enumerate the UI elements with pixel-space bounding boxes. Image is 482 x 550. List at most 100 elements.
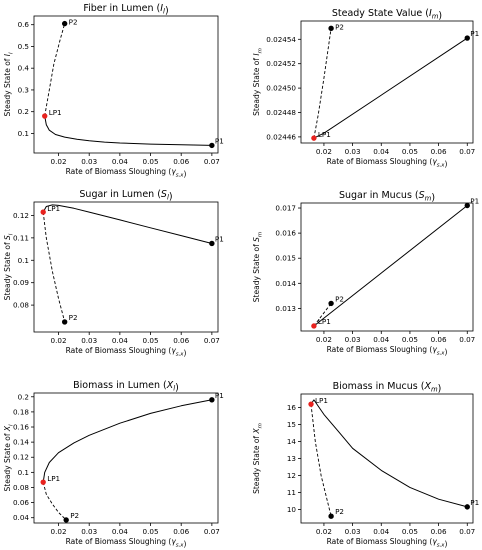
point-marker-lp1 bbox=[311, 135, 317, 141]
y-tick-label: 0.18 bbox=[13, 407, 29, 416]
y-tick-label: 12 bbox=[287, 471, 296, 480]
y-tick-label: 0.4 bbox=[18, 64, 30, 73]
x-axis-label: Rate of Biomass Sloughing (γs,x) bbox=[327, 537, 448, 549]
point-marker-p2 bbox=[61, 319, 68, 325]
chart-panel-3: Sugar in Lumen (Sl) 0.02 0.03 0.04 0.05 0.06 0… bbox=[3, 189, 224, 358]
y-axis-label: Steady State of Xm bbox=[252, 423, 264, 494]
stable-branch-line bbox=[313, 37, 468, 139]
point-label-lp1: LP1 bbox=[318, 130, 331, 139]
x-tick-label: 0.06 bbox=[431, 335, 447, 344]
point-marker-p1 bbox=[464, 202, 470, 209]
y-tick-label: 0.1 bbox=[18, 256, 29, 265]
stable-branch-line bbox=[42, 399, 212, 483]
x-tick-label: 0.04 bbox=[112, 336, 128, 345]
chart-panel-2: Steady State Value (Im) 0.02 0.03 0.04 0.05 0… bbox=[252, 8, 479, 169]
y-tick-label: 0.02454 bbox=[266, 35, 296, 44]
x-tick-label: 0.03 bbox=[345, 335, 361, 344]
y-tick-label: 0.014 bbox=[275, 279, 296, 288]
x-axis-label: Rate of Biomass Sloughing (γs,x) bbox=[66, 537, 187, 549]
point-label-lp1: LP1 bbox=[49, 108, 62, 117]
y-tick-label: 0.08 bbox=[13, 483, 29, 492]
chart-panel-6: Biomass in Mucus (Xm) 0.02 0.03 0.04 0.05 0.0… bbox=[252, 381, 479, 549]
y-tick-label: 0.016 bbox=[275, 229, 296, 238]
chart-title: Biomass in Lumen (Xl) bbox=[73, 380, 179, 394]
y-tick-label: 0.017 bbox=[275, 204, 296, 213]
x-tick-label: 0.06 bbox=[431, 147, 447, 156]
y-tick-label: 10 bbox=[287, 505, 297, 514]
point-label-p2: P2 bbox=[335, 294, 344, 303]
unstable-branch-line bbox=[42, 212, 66, 323]
x-tick-label: 0.02 bbox=[51, 527, 67, 536]
point-label-lp1: LP1 bbox=[47, 204, 60, 213]
point-marker-lp1 bbox=[42, 113, 48, 119]
x-tick-label: 0.05 bbox=[143, 157, 159, 166]
chart-panel-5: Biomass in Lumen (Xl) 0.02 0.03 0.04 0.05 0.0… bbox=[3, 380, 224, 549]
y-axis-label: Steady State of Il bbox=[3, 52, 15, 117]
y-tick-label: 0.3 bbox=[18, 85, 29, 94]
stable-branch-line bbox=[310, 399, 468, 508]
y-axis-label: Steady State of Xl bbox=[3, 424, 15, 492]
y-tick-label: 0.14 bbox=[13, 438, 29, 447]
point-label-lp1: LP1 bbox=[318, 317, 331, 326]
plot-frame bbox=[300, 20, 474, 144]
point-marker-lp1 bbox=[311, 323, 317, 329]
point-marker-lp1 bbox=[308, 401, 314, 407]
point-marker-p1 bbox=[209, 142, 215, 149]
y-tick-label: 0.12 bbox=[13, 211, 29, 220]
y-tick-label: 0.08 bbox=[13, 301, 29, 310]
x-tick-label: 0.03 bbox=[81, 527, 97, 536]
x-axis-label: Rate of Biomass Sloughing (γs,x) bbox=[327, 345, 448, 357]
chart-title: Sugar in Lumen (Sl) bbox=[79, 189, 172, 203]
x-tick-label: 0.04 bbox=[373, 527, 389, 536]
plot-frame bbox=[300, 393, 474, 524]
chart-panel-1: Fiber in Lumen (Il) 0.02 0.03 0.04 0.05 0.06 0… bbox=[3, 3, 224, 179]
x-tick-label: 0.03 bbox=[345, 527, 361, 536]
x-tick-label: 0.07 bbox=[459, 147, 475, 156]
x-tick-label: 0.03 bbox=[345, 147, 361, 156]
point-marker-p1 bbox=[209, 240, 215, 247]
y-tick-label: 14 bbox=[287, 437, 297, 446]
point-marker-p2 bbox=[328, 513, 334, 519]
point-marker-p2 bbox=[328, 300, 334, 307]
y-axis-label: Steady State of Sl bbox=[3, 233, 15, 300]
point-label-p2: P2 bbox=[69, 313, 78, 322]
y-tick-label: 0.02450 bbox=[266, 84, 296, 93]
chart-title: Biomass in Mucus (Xm) bbox=[333, 381, 442, 395]
y-tick-label: 0.02452 bbox=[266, 59, 296, 68]
y-tick-label: 16 bbox=[287, 403, 297, 412]
x-tick-label: 0.07 bbox=[459, 527, 475, 536]
stable-branch-line bbox=[313, 205, 468, 327]
point-marker-lp1 bbox=[40, 479, 46, 485]
y-tick-label: 0.6 bbox=[18, 20, 30, 29]
x-tick-label: 0.02 bbox=[51, 157, 67, 166]
point-label-p1: P1 bbox=[470, 498, 479, 507]
unstable-branch-line bbox=[310, 404, 332, 517]
point-label-lp1: LP1 bbox=[315, 396, 328, 405]
x-tick-label: 0.02 bbox=[316, 527, 332, 536]
point-label-p2: P2 bbox=[70, 511, 79, 520]
x-tick-label: 0.04 bbox=[112, 527, 128, 536]
x-tick-label: 0.04 bbox=[373, 335, 389, 344]
plot-frame bbox=[33, 392, 219, 524]
chart-title: Steady State Value (Im) bbox=[332, 8, 442, 22]
stable-branch-line bbox=[44, 115, 212, 146]
x-tick-label: 0.02 bbox=[51, 336, 67, 345]
y-tick-label: 0.1 bbox=[18, 129, 29, 138]
plot-frame bbox=[33, 201, 219, 333]
y-tick-label: 0.02448 bbox=[266, 108, 296, 117]
chart-title: Sugar in Mucus (Sm) bbox=[339, 190, 435, 204]
y-axis-label: Steady State of Sm bbox=[252, 232, 264, 302]
x-tick-label: 0.07 bbox=[204, 336, 220, 345]
plot-frame bbox=[300, 202, 474, 332]
y-tick-label: 0.2 bbox=[18, 107, 29, 116]
point-label-p1: P1 bbox=[215, 391, 224, 400]
point-marker-p2 bbox=[328, 25, 334, 32]
point-marker-p1 bbox=[209, 397, 215, 403]
point-marker-p1 bbox=[464, 35, 470, 41]
x-tick-label: 0.06 bbox=[431, 527, 447, 536]
y-tick-label: 0.09 bbox=[13, 278, 29, 287]
x-tick-label: 0.03 bbox=[81, 157, 97, 166]
unstable-branch-line bbox=[44, 23, 66, 117]
point-label-p2: P2 bbox=[335, 22, 344, 31]
x-tick-label: 0.06 bbox=[173, 527, 189, 536]
